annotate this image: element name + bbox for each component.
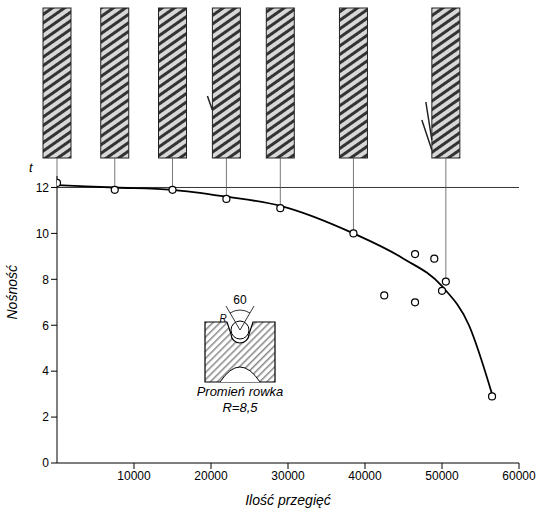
svg-text:2: 2 [42,410,49,424]
svg-text:40000: 40000 [348,469,382,483]
svg-text:0: 0 [42,456,49,470]
svg-text:8: 8 [42,273,49,287]
html-text:Promień rowka: Promień rowka [196,384,284,399]
html-text:R=8,5: R=8,5 [222,400,258,415]
svg-text:50000: 50000 [425,469,459,483]
svg-text:R: R [219,313,226,324]
svg-text:60000: 60000 [502,469,536,483]
svg-text:Nośność: Nośność [4,265,20,319]
svg-text:4: 4 [42,364,49,378]
svg-text:30000: 30000 [271,469,305,483]
svg-text:10: 10 [36,227,50,241]
html-text:t: t [29,160,33,175]
svg-text:12: 12 [36,181,50,195]
svg-text:20000: 20000 [194,469,228,483]
svg-text:60: 60 [233,293,247,307]
svg-text:6: 6 [42,319,49,333]
svg-text:10000: 10000 [117,469,151,483]
svg-text:Ilość przegięć: Ilość przegięć [245,492,331,508]
